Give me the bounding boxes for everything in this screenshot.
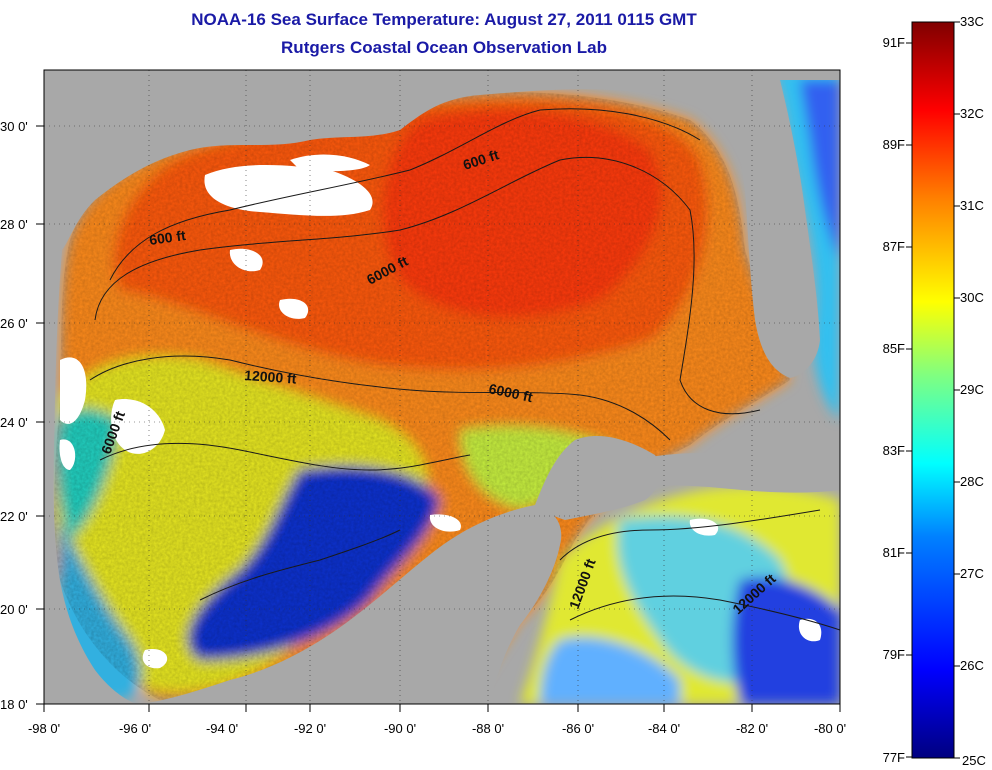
map-subtitle: Rutgers Coastal Ocean Observation Lab xyxy=(281,38,607,57)
colorbar-celsius-label: 28C xyxy=(960,474,984,489)
colorbar-celsius-label: 31C xyxy=(960,198,984,213)
colorbar: 33C 32C 31C 30C 29C 28C 27C 26C 25C 91F … xyxy=(883,14,986,768)
latitude-labels: 18 0' 20 0' 22 0' 24 0' 26 0' 28 0' 30 0… xyxy=(0,119,28,712)
colorbar-fahrenheit-label: 83F xyxy=(883,443,905,458)
colorbar-fahrenheit-label: 77F xyxy=(883,750,905,765)
lat-tick-label: 18 0' xyxy=(0,697,28,712)
colorbar-celsius-label: 30C xyxy=(960,290,984,305)
colorbar-celsius-label: 32C xyxy=(960,106,984,121)
lon-tick-label: -94 0' xyxy=(206,721,238,736)
lon-tick-label: -86 0' xyxy=(562,721,594,736)
lat-tick-label: 22 0' xyxy=(0,509,28,524)
lat-tick-label: 20 0' xyxy=(0,602,28,617)
atlantic-water xyxy=(775,70,840,420)
map-area: 600 ft 600 ft 6000 ft 6000 ft 6000 ft 12… xyxy=(44,70,840,704)
bathymetry-contours xyxy=(89,108,840,631)
colorbar-fahrenheit-label: 91F xyxy=(883,35,905,50)
colorbar-gradient xyxy=(911,21,955,759)
caribbean-water xyxy=(520,485,840,704)
lon-tick-label: -98 0' xyxy=(28,721,60,736)
colorbar-fahrenheit-label: 87F xyxy=(883,239,905,254)
graticule xyxy=(44,70,840,704)
lat-tick-label: 26 0' xyxy=(0,316,28,331)
lon-tick-label: -80 0' xyxy=(814,721,846,736)
colorbar-fahrenheit-label: 89F xyxy=(883,137,905,152)
lat-tick-label: 24 0' xyxy=(0,415,28,430)
colorbar-fahrenheit-label: 85F xyxy=(883,341,905,356)
lat-tick-label: 30 0' xyxy=(0,119,28,134)
contour-label: 12000 ft xyxy=(244,367,297,387)
lat-tick-label: 28 0' xyxy=(0,217,28,232)
longitude-labels: -98 0' -96 0' -94 0' -92 0' -90 0' -88 0… xyxy=(28,721,846,736)
colorbar-celsius-label: 33C xyxy=(960,14,984,29)
colorbar-celsius-label: 29C xyxy=(960,382,984,397)
map-title: NOAA-16 Sea Surface Temperature: August … xyxy=(191,10,697,29)
lon-tick-label: -92 0' xyxy=(294,721,326,736)
contour-label: 600 ft xyxy=(148,227,187,248)
lon-tick-label: -82 0' xyxy=(736,721,768,736)
lon-tick-label: -88 0' xyxy=(472,721,504,736)
colorbar-celsius-label: 27C xyxy=(960,566,984,581)
lon-tick-label: -96 0' xyxy=(119,721,151,736)
map-frame xyxy=(43,69,841,705)
lon-tick-label: -84 0' xyxy=(648,721,680,736)
axis-ticks xyxy=(36,125,841,712)
colorbar-fahrenheit-label: 81F xyxy=(883,545,905,560)
land-masses xyxy=(44,70,840,704)
colorbar-celsius-label: 25C xyxy=(962,753,986,768)
lon-tick-label: -90 0' xyxy=(384,721,416,736)
colorbar-celsius-label: 26C xyxy=(960,658,984,673)
colorbar-fahrenheit-label: 79F xyxy=(883,647,905,662)
